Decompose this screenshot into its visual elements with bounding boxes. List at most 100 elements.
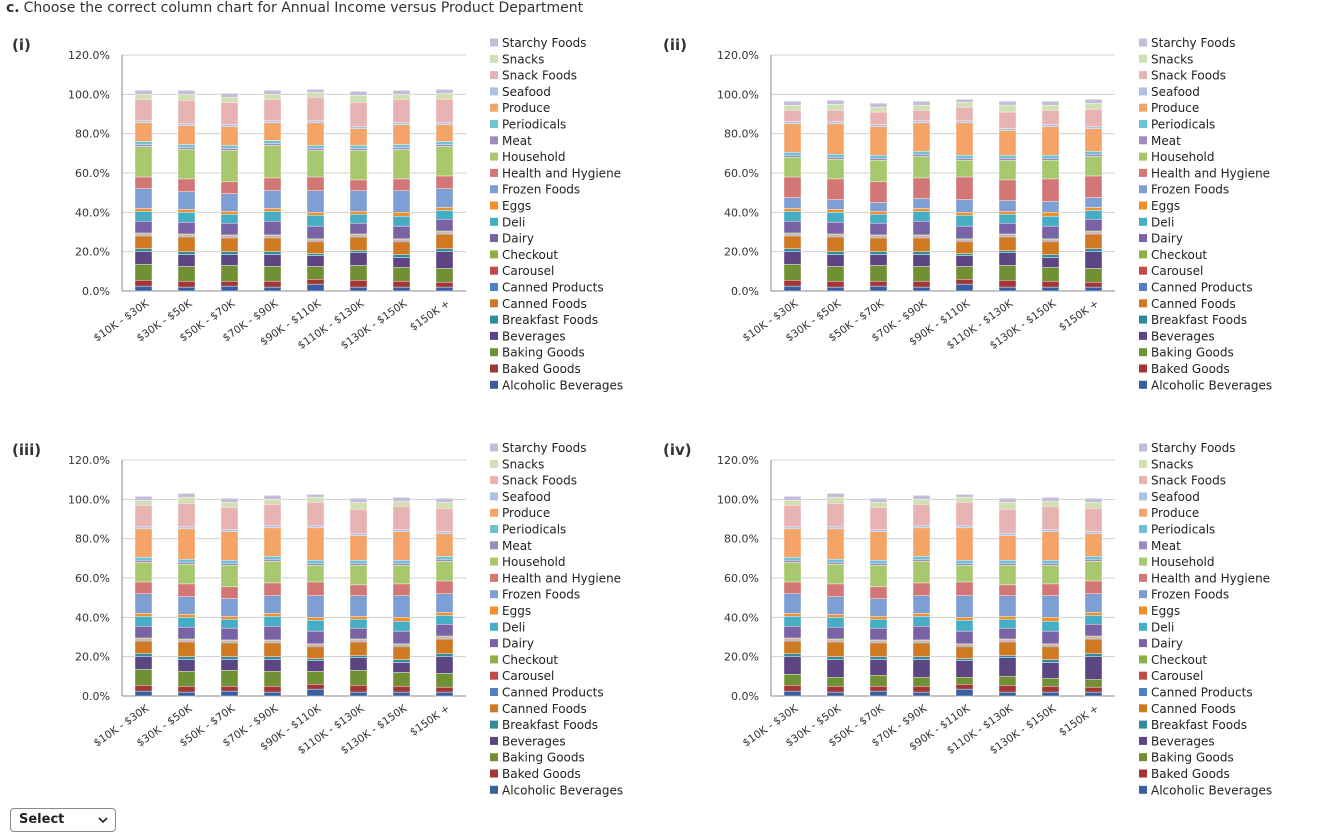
bar-segment	[306, 620, 325, 632]
bar-segment	[1084, 219, 1103, 232]
bar-segment	[306, 215, 325, 227]
bar-segment	[826, 154, 845, 158]
legend-label: Produce	[1151, 506, 1199, 520]
bar-segment	[392, 144, 411, 148]
bar-segment	[134, 285, 153, 292]
bar-segment	[1084, 197, 1103, 208]
legend-item: Produce	[1139, 506, 1199, 520]
bar-segment	[1084, 561, 1103, 582]
legend-label: Meat	[1151, 134, 1181, 148]
bar-segment	[134, 500, 153, 506]
bar-segment	[306, 145, 325, 149]
bar-segment	[826, 562, 845, 565]
legend-item: Seafood	[1139, 490, 1200, 504]
bar-segment	[783, 208, 802, 212]
legend-item: Checkout	[1139, 653, 1207, 667]
bar-segment	[349, 655, 368, 658]
bar-segment	[306, 565, 325, 583]
bar-segment	[134, 90, 153, 95]
bar-segment	[392, 254, 411, 258]
legend-swatch	[490, 299, 498, 308]
bar-segment	[998, 222, 1017, 235]
legend-swatch	[1139, 283, 1147, 291]
bar-segment	[1084, 498, 1103, 503]
bar-segment	[869, 598, 888, 617]
bar-segment	[1084, 175, 1103, 198]
bar-segment	[435, 615, 454, 625]
legend-swatch	[1139, 671, 1147, 680]
legend-item: Beverages	[1139, 734, 1215, 748]
legend-swatch	[1139, 508, 1147, 517]
legend-label: Seafood	[1151, 490, 1200, 504]
legend-item: Baking Goods	[490, 751, 585, 765]
legend-swatch	[1139, 71, 1147, 80]
bar-segment	[220, 616, 239, 620]
bar-segment	[826, 286, 845, 292]
legend-label: Canned Products	[502, 281, 604, 295]
bar-segment	[955, 99, 974, 103]
bar-segment	[349, 101, 368, 127]
bar-stack	[220, 498, 239, 697]
bar-segment	[349, 670, 368, 686]
bar-segment	[134, 505, 153, 528]
bar-segment	[869, 642, 888, 657]
legend-swatch	[1139, 331, 1147, 340]
bar-segment	[263, 613, 282, 617]
bar-segment	[435, 144, 454, 147]
legend-item: Dairy	[490, 232, 534, 246]
bar-segment	[955, 160, 974, 178]
legend-item: Canned Products	[490, 686, 604, 700]
bar-segment	[998, 211, 1017, 215]
bar-segment	[955, 688, 974, 697]
bar-segment	[392, 124, 411, 145]
bar-segment	[306, 563, 325, 566]
legend-swatch	[1139, 736, 1147, 745]
bar-segment	[177, 564, 196, 585]
bar-segment	[134, 94, 153, 100]
legend-label: Baking Goods	[502, 751, 585, 765]
bar-segment	[783, 505, 802, 528]
legend-item: Produce	[490, 101, 550, 115]
bar-segment	[220, 656, 239, 660]
bar-segment	[435, 656, 454, 674]
legend-label: Alcoholic Beverages	[1151, 783, 1272, 797]
bar-segment	[912, 198, 931, 209]
bar-segment	[306, 266, 325, 280]
bar-segment	[177, 236, 196, 252]
bar-segment	[435, 281, 454, 288]
bar-segment	[134, 264, 153, 281]
bar-segment	[220, 148, 239, 151]
bar-segment	[783, 560, 802, 563]
bar-segment	[435, 141, 454, 145]
bar-segment	[869, 563, 888, 566]
bar-segment	[869, 586, 888, 599]
legend-swatch	[1139, 541, 1147, 550]
legend-label: Canned Products	[1151, 686, 1253, 700]
y-tick-label: 80.0%	[724, 128, 759, 141]
bar-segment	[1084, 580, 1103, 594]
bar-segment	[177, 671, 196, 687]
bar-segment	[1084, 691, 1103, 697]
legend-swatch	[490, 380, 498, 389]
legend-label: Checkout	[502, 248, 558, 262]
bar-segment	[869, 202, 888, 212]
bar-segment	[349, 236, 368, 251]
bar-segment	[783, 656, 802, 675]
bar-segment	[1041, 685, 1060, 693]
answer-select[interactable]: Select	[10, 808, 116, 832]
bar-segment	[177, 497, 196, 504]
y-tick-label: 80.0%	[724, 533, 759, 546]
y-tick-label: 100.0%	[68, 88, 110, 101]
bar-segment	[1041, 160, 1060, 180]
bar-segment	[435, 561, 454, 582]
bar-stack	[826, 100, 845, 292]
legend-label: Alcoholic Beverages	[1151, 378, 1272, 392]
bar-segment	[349, 179, 368, 191]
legend-item: Produce	[1139, 101, 1199, 115]
bar-segment	[435, 612, 454, 616]
bar-segment	[1041, 646, 1060, 660]
bar-segment	[263, 122, 282, 141]
bar-segment	[1084, 686, 1103, 693]
legend-label: Checkout	[502, 653, 558, 667]
bar-segment	[306, 646, 325, 659]
